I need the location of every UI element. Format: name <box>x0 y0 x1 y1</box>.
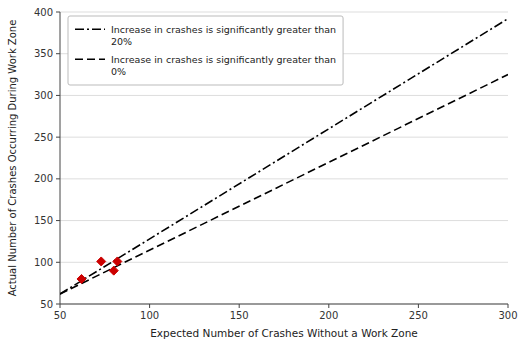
legend-label-line: Increase in crashes is significantly gre… <box>111 54 336 65</box>
series-line <box>60 75 508 294</box>
grid-line <box>60 95 508 96</box>
y-tick-label: 300 <box>34 90 53 101</box>
legend-label-line: Increase in crashes is significantly gre… <box>111 24 336 35</box>
legend: Increase in crashes is significantly gre… <box>68 16 343 85</box>
series-line <box>60 19 508 294</box>
grid <box>60 12 508 304</box>
data-point <box>113 257 122 266</box>
y-tick <box>56 95 60 96</box>
y-tick-label: 50 <box>40 299 53 310</box>
y-tick-label: 350 <box>34 48 53 59</box>
x-tick <box>328 304 329 308</box>
grid-line <box>60 220 508 221</box>
legend-label-line: 0% <box>111 66 126 77</box>
y-tick <box>56 304 60 305</box>
x-tick-label: 250 <box>409 310 428 321</box>
x-tick <box>418 304 419 308</box>
legend-label: Increase in crashes is significantly gre… <box>111 24 336 48</box>
y-tick <box>56 137 60 138</box>
x-tick <box>508 304 509 308</box>
x-tick <box>239 304 240 308</box>
y-tick <box>56 53 60 54</box>
y-tick-label: 250 <box>34 132 53 143</box>
axes: 50 100 150 200 250 300 50 100 150 200 250 300 350 400 <box>34 7 518 322</box>
data-point <box>97 257 106 266</box>
y-axis-label: Actual Number of Crashes Occurring Durin… <box>7 20 18 297</box>
legend-handle <box>75 58 105 60</box>
x-tick <box>60 304 61 308</box>
y-tick-label: 200 <box>34 173 53 184</box>
y-tick-label: 150 <box>34 215 53 226</box>
x-tick-label: 150 <box>230 310 249 321</box>
y-axis-line <box>60 12 61 304</box>
y-tick <box>56 220 60 221</box>
x-tick-label: 50 <box>54 310 67 321</box>
grid-line <box>60 178 508 179</box>
data-point <box>109 266 118 275</box>
data-point <box>77 274 86 283</box>
y-tick-label: 400 <box>34 7 53 18</box>
y-tick <box>56 262 60 263</box>
x-tick-label: 200 <box>319 310 338 321</box>
y-tick <box>56 178 60 179</box>
plot-area <box>60 19 508 294</box>
legend-box <box>68 16 343 85</box>
legend-handle <box>75 28 105 30</box>
legend-label: Increase in crashes is significantly gre… <box>111 54 336 78</box>
x-tick <box>149 304 150 308</box>
y-tick <box>56 12 60 13</box>
grid-line <box>60 304 508 305</box>
chart: 50 100 150 200 250 300 50 100 150 200 250 300 350 400… <box>0 0 521 354</box>
x-tick-label: 300 <box>498 310 517 321</box>
x-axis-line <box>60 304 508 305</box>
grid-line <box>60 12 508 13</box>
y-tick-label: 100 <box>34 257 53 268</box>
x-axis-label: Expected Number of Crashes Without a Wor… <box>150 327 418 339</box>
grid-line <box>60 137 508 138</box>
legend-label-line: 20% <box>111 36 132 47</box>
x-tick-label: 100 <box>140 310 159 321</box>
